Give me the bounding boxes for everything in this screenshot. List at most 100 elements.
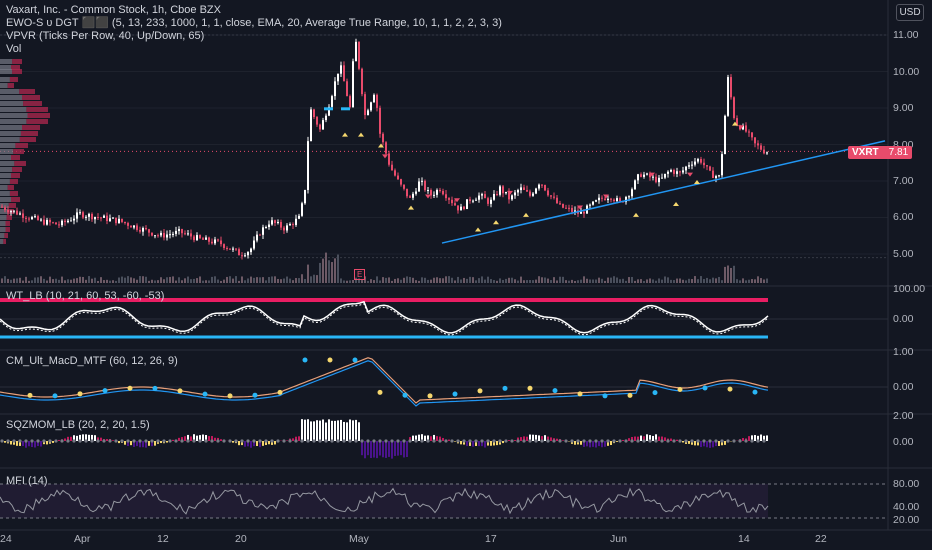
volume-bar (580, 279, 582, 283)
candle-body (505, 191, 507, 194)
squeeze-dot (726, 439, 730, 443)
macd-pane-label[interactable]: CM_Ult_MacD_MTF (60, 12, 26, 9) (6, 355, 178, 367)
wt-pane-label[interactable]: WT_LB (10, 21, 60, 53, -60, -53) (6, 290, 165, 302)
volume-bar (367, 280, 369, 283)
candle-body (232, 248, 234, 250)
sell-marker (687, 172, 693, 177)
volume-bar (334, 258, 336, 283)
squeeze-dot (600, 439, 604, 443)
currency-button[interactable]: USD (896, 4, 924, 21)
squeeze-dot (588, 439, 592, 443)
candle-body (520, 187, 522, 191)
candle-body (694, 161, 696, 165)
volume-bar (151, 279, 153, 283)
squeeze-dot (54, 439, 58, 443)
sqzmom-bar (148, 441, 150, 446)
candle-body (355, 41, 357, 62)
squeeze-dot (534, 439, 538, 443)
candle-body (628, 196, 630, 198)
volume-bar (262, 277, 264, 283)
volume-bar (484, 279, 486, 283)
volume-bar (307, 264, 309, 283)
buy-marker (475, 227, 481, 232)
sqzmom-bar (691, 441, 693, 445)
squeeze-dot (762, 439, 766, 443)
volume-bar (295, 278, 297, 283)
volume-bar (187, 276, 189, 283)
sqzmom-bar (463, 441, 465, 445)
volume-bar (208, 280, 210, 283)
candle-body (13, 210, 15, 212)
volume-bar (1, 278, 3, 283)
candle-body (16, 210, 18, 215)
volume-bar (682, 279, 684, 283)
squeeze-dot (756, 439, 760, 443)
sqzmom-bar (151, 441, 153, 447)
squeeze-dot (414, 439, 418, 443)
candle-body (85, 216, 87, 218)
candle-body (199, 235, 201, 239)
volume-profile (0, 59, 50, 244)
candle-body (217, 239, 219, 241)
candle-body (547, 190, 549, 196)
candle-body (229, 248, 231, 250)
trendline[interactable] (441, 140, 886, 244)
volume-bar (433, 277, 435, 283)
volume-bar (598, 277, 600, 283)
time-tick: 12 (157, 533, 169, 545)
sqzmom-bar (301, 419, 303, 441)
buy-marker (378, 143, 384, 148)
vol-indicator-label[interactable]: Vol (6, 43, 22, 55)
price-tick: 6.00 (893, 211, 914, 223)
vpvr-down-bar (5, 227, 10, 232)
squeeze-dot (24, 439, 28, 443)
volume-bar (73, 278, 75, 283)
volume-bar (514, 279, 516, 283)
candle-body (259, 234, 261, 236)
sqzmom-bar (130, 441, 132, 446)
ewo-indicator-label[interactable]: EWO-S υ DGT ⬛⬛ (5, 13, 233, 1000, 1, 1, … (6, 17, 502, 29)
volume-bar (19, 277, 21, 283)
volume-bar (604, 280, 606, 283)
candle-body (322, 120, 324, 130)
candle-body (523, 187, 525, 190)
vpvr-up-bar (0, 89, 20, 94)
candle-body (580, 211, 582, 214)
time-tick: Jun (610, 533, 627, 545)
volume-bar (436, 277, 438, 283)
candle-body (439, 189, 441, 191)
squeeze-dot (684, 439, 688, 443)
candle-body (256, 234, 258, 241)
squeeze-dot (60, 439, 64, 443)
earnings-marker[interactable]: E (354, 269, 366, 280)
squeeze-dot (132, 439, 136, 443)
volume-bar (478, 278, 480, 283)
candle-body (490, 199, 492, 204)
sqzmom-bar (697, 441, 699, 446)
macd-cross-dot (177, 388, 183, 394)
sqzmom-bar (364, 441, 366, 459)
candle-body (406, 188, 408, 197)
sqzmom-bar (274, 441, 276, 445)
candle-body (184, 233, 186, 235)
candle-body (706, 165, 708, 167)
vpvr-indicator-label[interactable]: VPVR (Ticks Per Row, 40, Up/Down, 65) (6, 30, 205, 42)
sqzmom-bar (256, 441, 258, 446)
vpvr-down-bar (11, 65, 20, 70)
sqzmom-bar (73, 435, 75, 441)
wt-pane (0, 298, 888, 339)
vpvr-down-bar (9, 191, 18, 196)
candle-body (502, 186, 504, 194)
mfi-pane-label[interactable]: MFI (14) (6, 475, 48, 487)
squeeze-dot (498, 439, 502, 443)
candle-body (565, 207, 567, 209)
candle-body (379, 107, 381, 134)
last-price-symbol: VXRT (852, 147, 879, 158)
volume-bar (238, 280, 240, 283)
sqzmom-bar (757, 435, 759, 441)
sqzmom-pane-label[interactable]: SQZMOM_LB (20, 2, 20, 1.5) (6, 419, 150, 431)
volume-bar (244, 280, 246, 283)
squeeze-dot (12, 439, 16, 443)
volume-bar (343, 280, 345, 283)
